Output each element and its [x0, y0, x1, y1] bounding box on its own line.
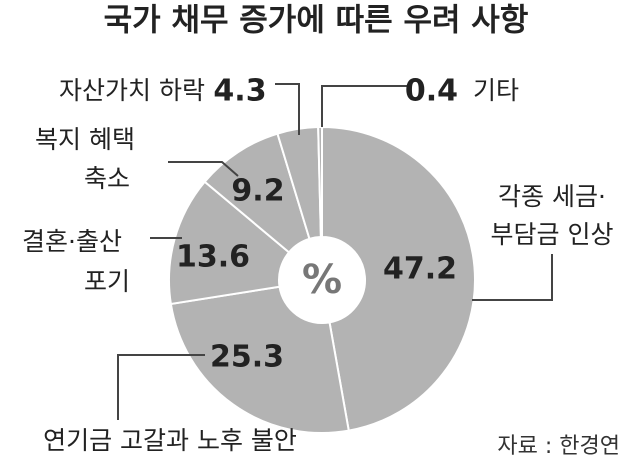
- leader-line: [168, 161, 239, 177]
- donut-segment: [317, 125, 323, 239]
- center-label: %: [302, 257, 342, 303]
- donut-segment: [168, 180, 291, 306]
- category-label: 축소: [84, 164, 130, 193]
- category-label: 기타: [473, 76, 519, 105]
- category-label: 부담금 인상: [491, 220, 614, 249]
- chart-title: 국가 채무 증가에 따른 우려 사항: [104, 3, 529, 39]
- category-label: 포기: [84, 267, 130, 296]
- leader-line: [321, 85, 410, 127]
- donut-segment: [321, 125, 476, 432]
- category-label: 자산가치 하락: [59, 76, 205, 105]
- center-hole: [280, 238, 364, 322]
- value-label: 4.3: [213, 74, 266, 109]
- value-label: 9.2: [231, 174, 284, 209]
- value-label: 25.3: [210, 340, 284, 375]
- leader-line: [117, 354, 205, 420]
- category-label: 복지 혜택: [35, 125, 135, 154]
- value-label: 47.2: [383, 252, 457, 287]
- leader-line: [275, 83, 300, 135]
- category-label: 결혼·출산: [22, 227, 122, 256]
- category-label: 각종 세금·: [498, 182, 606, 211]
- source: 자료 : 한경연: [497, 434, 620, 459]
- value-label: 0.4: [405, 74, 458, 109]
- category-label: 연기금 고갈과 노후 불안: [43, 426, 297, 455]
- value-label: 13.6: [176, 240, 250, 275]
- donut-segment: [169, 285, 350, 434]
- leader-line: [472, 254, 553, 301]
